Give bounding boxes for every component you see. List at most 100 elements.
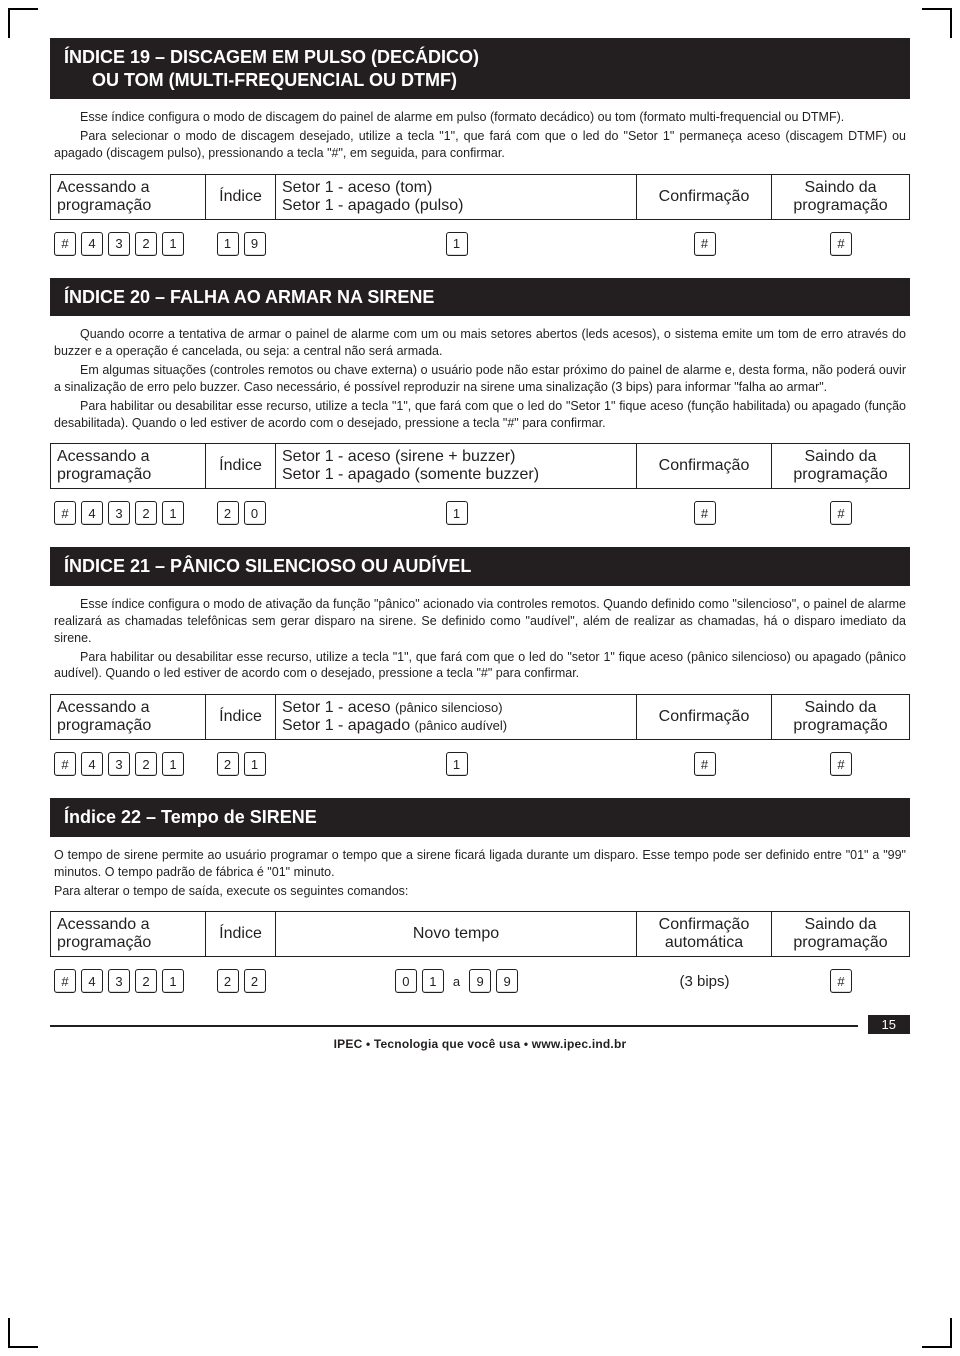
col-exit: Saindo da programação (772, 911, 910, 957)
col-index: Índice (206, 694, 276, 740)
col-index: Índice (206, 911, 276, 957)
section-title-l1: ÍNDICE 21 – PÂNICO SILENCIOSO OU AUDÍVEL (64, 556, 471, 576)
col-index: Índice (206, 174, 276, 220)
section-body-22: O tempo de sirene permite ao usuário pro… (54, 847, 906, 900)
label: programação (778, 717, 903, 735)
footer-rule (50, 1025, 858, 1027)
setor-line: Setor 1 - apagado (pulso) (282, 197, 630, 215)
footer-tagline: IPEC • Tecnologia que você usa • www.ipe… (50, 1037, 910, 1051)
key: # (830, 232, 852, 256)
col-exit: Saindo da programação (772, 174, 910, 220)
key: 0 (395, 969, 417, 993)
paragraph: Para habilitar ou desabilitar esse recur… (54, 398, 906, 432)
col-exit: Saindo da programação (772, 443, 910, 489)
keys-setor: 1 (276, 232, 637, 256)
key: 2 (135, 232, 157, 256)
key: 1 (422, 969, 444, 993)
paragraph: Para habilitar ou desabilitar esse recur… (54, 649, 906, 683)
keys-exit: # (772, 232, 910, 256)
keys-row-19: # 4 3 2 1 1 9 1 # # (50, 226, 910, 260)
paragraph: Esse índice configura o modo de discagem… (54, 109, 906, 126)
key: # (54, 232, 76, 256)
key: 1 (446, 752, 468, 776)
label: Confirmação (643, 916, 765, 934)
key: 2 (217, 501, 239, 525)
key: 9 (469, 969, 491, 993)
label: Acessando a (57, 916, 199, 934)
setor-line: Setor 1 - aceso (pânico silencioso) (282, 699, 630, 717)
key: # (830, 752, 852, 776)
col-access: Acessando a programação (50, 694, 206, 740)
key: 2 (135, 501, 157, 525)
label: Acessando a (57, 448, 199, 466)
key: 1 (162, 232, 184, 256)
section-title-l1: ÍNDICE 19 – DISCAGEM EM PULSO (DECÁDICO) (64, 47, 479, 67)
setor-line: Setor 1 - apagado (pânico audível) (282, 717, 630, 735)
key: # (694, 232, 716, 256)
col-novotempo: Novo tempo (276, 911, 637, 957)
key: 3 (108, 232, 130, 256)
col-confirm: Confirmação (637, 174, 772, 220)
prog-table-22: Acessando a programação Índice Novo temp… (50, 911, 910, 957)
key: # (830, 501, 852, 525)
col-access: Acessando a programação (50, 174, 206, 220)
label: programação (57, 197, 199, 215)
label: Novo tempo (413, 925, 499, 943)
label: programação (57, 466, 199, 484)
label: Índice (212, 925, 269, 943)
keys-index: 2 0 (206, 501, 276, 525)
col-setor: Setor 1 - aceso (tom) Setor 1 - apagado … (276, 174, 637, 220)
keys-row-22: # 4 3 2 1 2 2 0 1 a 9 9 (3 bips) # (50, 963, 910, 997)
page-number: 15 (868, 1015, 910, 1034)
key: 2 (135, 752, 157, 776)
key: # (694, 501, 716, 525)
keys-index: 1 9 (206, 232, 276, 256)
keys-confirm: # (637, 232, 772, 256)
key: 4 (81, 232, 103, 256)
col-confirm: Confirmação (637, 443, 772, 489)
label: Índice (212, 708, 269, 726)
label: Confirmação (643, 457, 765, 475)
bips-note: (3 bips) (679, 973, 729, 990)
keys-setor: 1 (276, 752, 637, 776)
keys-confirm: # (637, 501, 772, 525)
label: Confirmação (643, 188, 765, 206)
label: programação (57, 934, 199, 952)
keys-exit: # (772, 501, 910, 525)
keys-exit: # (772, 969, 910, 993)
keys-exit: # (772, 752, 910, 776)
section-body-19: Esse índice configura o modo de discagem… (54, 109, 906, 162)
setor-line: Setor 1 - aceso (sirene + buzzer) (282, 448, 630, 466)
section-header-20: ÍNDICE 20 – FALHA AO ARMAR NA SIRENE (50, 278, 910, 317)
label: Acessando a (57, 699, 199, 717)
label: programação (57, 717, 199, 735)
setor-line: Setor 1 - apagado (somente buzzer) (282, 466, 630, 484)
col-index: Índice (206, 443, 276, 489)
keys-index: 2 2 (206, 969, 276, 993)
col-confirm: Confirmação (637, 694, 772, 740)
key: 4 (81, 969, 103, 993)
key: 1 (446, 501, 468, 525)
label: programação (778, 466, 903, 484)
key: 4 (81, 501, 103, 525)
key: # (694, 752, 716, 776)
col-access: Acessando a programação (50, 911, 206, 957)
keys-setor: 1 (276, 501, 637, 525)
section-body-20: Quando ocorre a tentativa de armar o pai… (54, 326, 906, 431)
col-access: Acessando a programação (50, 443, 206, 489)
label: Saindo da (778, 448, 903, 466)
key: 1 (162, 969, 184, 993)
key: 3 (108, 752, 130, 776)
key: 1 (446, 232, 468, 256)
prog-table-20: Acessando a programação Índice Setor 1 -… (50, 443, 910, 489)
keys-access: # 4 3 2 1 (50, 969, 206, 993)
label: programação (778, 197, 903, 215)
section-title-l2: OU TOM (MULTI-FREQUENCIAL OU DTMF) (64, 69, 896, 92)
col-setor: Setor 1 - aceso (sirene + buzzer) Setor … (276, 443, 637, 489)
key: 4 (81, 752, 103, 776)
key: 3 (108, 501, 130, 525)
key: 2 (244, 969, 266, 993)
section-header-19: ÍNDICE 19 – DISCAGEM EM PULSO (DECÁDICO)… (50, 38, 910, 99)
key: # (54, 752, 76, 776)
keys-range: 0 1 a 9 9 (276, 969, 637, 993)
